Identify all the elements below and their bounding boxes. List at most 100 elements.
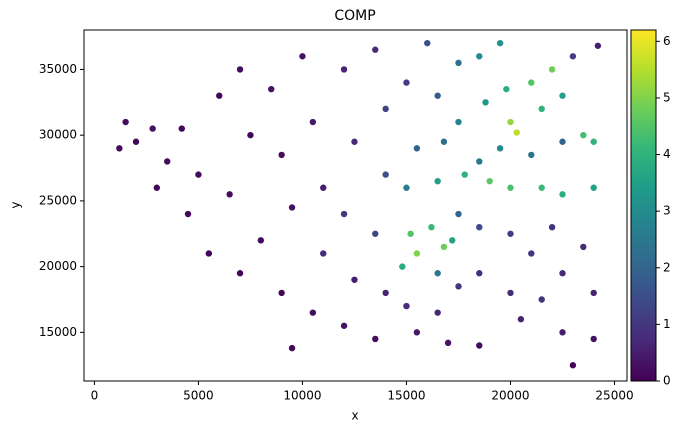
point [455, 283, 462, 290]
point [320, 250, 327, 257]
point [236, 270, 244, 277]
point [559, 92, 566, 99]
y-tick-label: 30000 [39, 128, 77, 142]
point [507, 184, 514, 191]
colorbar-tick-label: 5 [663, 90, 671, 104]
y-tick-label: 20000 [39, 259, 77, 273]
point [496, 39, 504, 47]
point [580, 243, 587, 251]
colorbar-tick-label: 0 [663, 374, 671, 388]
point [476, 342, 483, 349]
point [288, 204, 296, 211]
point [455, 210, 462, 218]
point [216, 92, 223, 99]
point [195, 171, 202, 178]
point [309, 118, 317, 126]
point [399, 263, 406, 270]
point [538, 296, 545, 303]
point [434, 177, 441, 185]
point [413, 250, 421, 257]
point [455, 59, 462, 67]
point [476, 223, 483, 231]
x-tick-label: 10000 [283, 389, 321, 403]
point [476, 158, 483, 165]
point [205, 250, 213, 257]
x-tick-label: 15000 [387, 389, 425, 403]
point [122, 118, 129, 126]
point [590, 184, 597, 191]
point [538, 184, 545, 191]
point [528, 250, 535, 257]
point [184, 210, 192, 218]
y-axis-label: y [9, 201, 23, 208]
point [403, 184, 410, 191]
point [164, 158, 171, 165]
point [413, 145, 421, 152]
point [548, 223, 556, 231]
point [407, 230, 414, 237]
point [559, 191, 566, 198]
x-axis-label: x [351, 409, 358, 423]
point [340, 322, 348, 329]
point [153, 184, 161, 191]
point [513, 129, 520, 136]
point [455, 118, 462, 126]
point [559, 329, 566, 336]
point [559, 138, 566, 145]
point [440, 243, 448, 251]
point [590, 335, 597, 343]
point [382, 171, 389, 178]
point [351, 138, 358, 145]
point [299, 53, 306, 60]
point [434, 270, 441, 277]
point [403, 302, 410, 310]
colorbar-tick-label: 6 [663, 34, 671, 48]
chart-title: COMP [334, 8, 375, 24]
point [538, 105, 545, 113]
point [590, 289, 597, 297]
point [503, 85, 510, 93]
point [116, 145, 123, 152]
point [278, 289, 285, 297]
points [116, 39, 602, 369]
point [382, 289, 389, 297]
point [449, 237, 456, 244]
point [178, 125, 185, 132]
point [236, 66, 244, 73]
colorbar [630, 29, 657, 382]
colorbar-tick-label: 1 [663, 317, 671, 331]
point [372, 230, 379, 237]
point [372, 335, 379, 343]
axes-frame [83, 29, 628, 382]
point [257, 237, 265, 244]
point [226, 191, 233, 198]
point [496, 145, 504, 152]
point [424, 39, 431, 47]
x-tick-label: 5000 [183, 389, 214, 403]
point [507, 230, 514, 237]
y-tick-label: 15000 [39, 325, 77, 339]
colorbar-tick-label: 2 [663, 260, 671, 274]
point [351, 276, 358, 283]
point [580, 131, 587, 139]
point [594, 42, 602, 49]
point [569, 362, 577, 369]
y-tick-label: 25000 [39, 193, 77, 207]
point [413, 329, 421, 336]
point [340, 66, 348, 73]
colorbar-tick-label: 4 [663, 147, 671, 161]
point [428, 223, 435, 231]
point [372, 46, 379, 53]
point [517, 316, 525, 323]
colorbar-tick-label: 3 [663, 204, 671, 218]
y-tick-label: 35000 [39, 62, 77, 76]
x-tick-label: 0 [91, 389, 99, 403]
x-tick-label: 25000 [595, 389, 633, 403]
point [507, 289, 514, 297]
point [132, 138, 140, 145]
point [590, 138, 597, 145]
point [434, 309, 441, 316]
point [528, 151, 535, 159]
point [559, 270, 566, 277]
